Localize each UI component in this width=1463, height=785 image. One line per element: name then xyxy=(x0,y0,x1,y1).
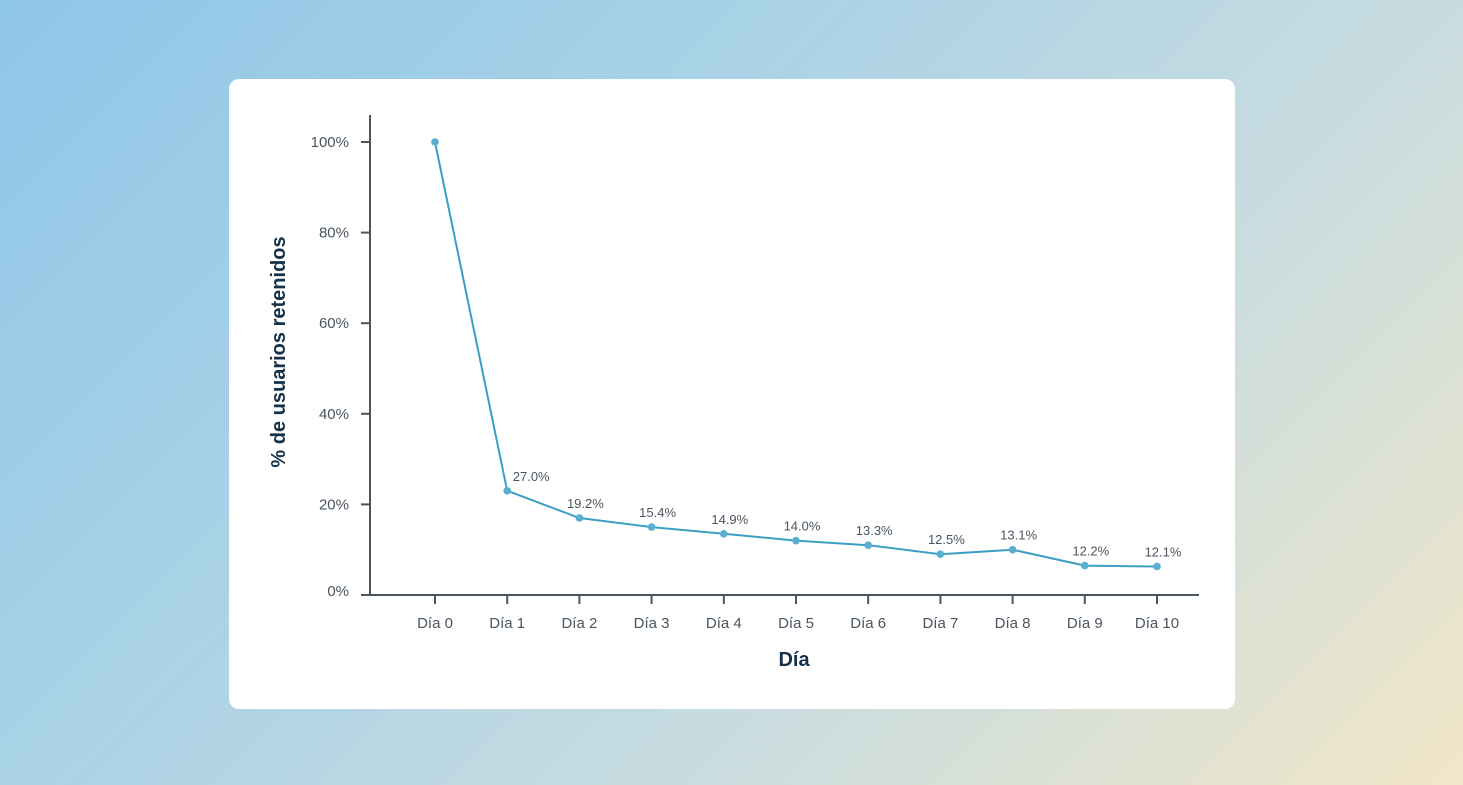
x-tick-label: Día 7 xyxy=(922,615,958,632)
y-tick-label: 20% xyxy=(319,496,349,513)
data-label: 13.3% xyxy=(856,523,893,538)
data-point xyxy=(792,536,800,545)
data-point xyxy=(503,487,512,495)
data-label: 27.0% xyxy=(513,469,550,484)
y-tick-label: 0% xyxy=(327,583,349,600)
x-tick-label: Día 4 xyxy=(706,615,742,632)
data-point xyxy=(864,541,872,549)
data-point xyxy=(936,550,945,559)
data-label: 12.2% xyxy=(1072,544,1109,559)
x-tick-label: Día 5 xyxy=(778,615,814,632)
chart-card: 0% 20% 40% 60% 80% 100% Día 0 Día 1 Día 2 Día 3 Dí… xyxy=(229,79,1235,709)
x-tick-label: Día 8 xyxy=(995,615,1031,632)
data-point xyxy=(431,138,439,146)
x-axis-title: Día xyxy=(778,649,810,671)
y-tick-label: 40% xyxy=(319,406,349,423)
data-point xyxy=(1153,562,1161,571)
data-point xyxy=(1008,545,1017,554)
data-label: 14.9% xyxy=(711,512,748,527)
data-label: 12.1% xyxy=(1145,544,1182,559)
series-line xyxy=(434,141,1158,568)
data-point xyxy=(1081,561,1089,570)
x-tick-label: Día 1 xyxy=(489,615,525,632)
y-tick-label: 100% xyxy=(311,134,349,151)
data-label: 19.2% xyxy=(567,496,604,511)
x-tick-label: Día 0 xyxy=(417,615,453,632)
y-tick-label: 80% xyxy=(319,225,349,242)
data-label: 14.0% xyxy=(784,519,821,534)
x-tick-label: Día 6 xyxy=(850,615,886,632)
y-axis-title: % de usuarios retenidos xyxy=(268,236,290,467)
x-tick-label: Día 3 xyxy=(634,615,670,632)
data-point xyxy=(575,514,584,522)
data-point xyxy=(720,530,728,538)
data-label: 15.4% xyxy=(639,505,676,520)
x-tick-label: Día 2 xyxy=(561,615,597,632)
x-tick-label: Día 10 xyxy=(1135,615,1179,632)
y-tick-label: 60% xyxy=(319,315,349,332)
data-label: 13.1% xyxy=(1000,528,1037,543)
x-tick-label: Día 9 xyxy=(1067,615,1103,632)
data-point xyxy=(647,523,656,531)
retention-line-chart: 0% 20% 40% 60% 80% 100% Día 0 Día 1 Día 2 Día 3 Dí… xyxy=(268,115,1199,671)
data-label: 12.5% xyxy=(928,532,965,547)
